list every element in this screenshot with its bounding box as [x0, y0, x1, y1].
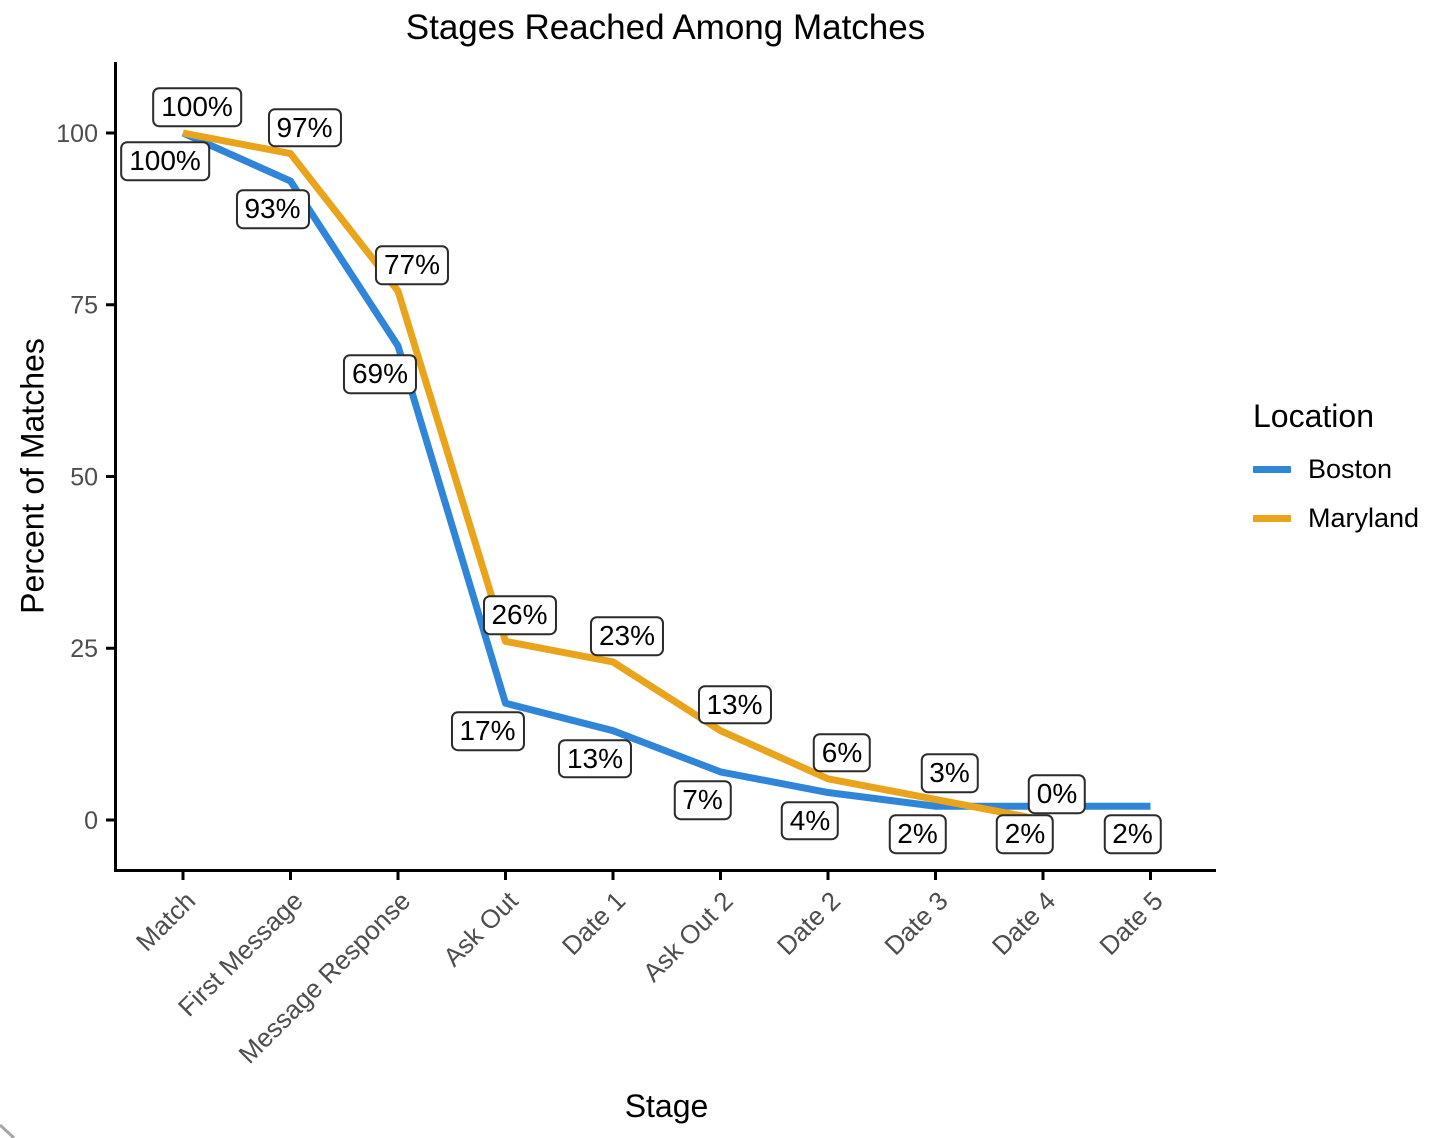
y-tick-label: 100 — [56, 120, 98, 148]
data-label-maryland-date-1: 23% — [589, 616, 665, 656]
data-label-boston-ask-out: 17% — [450, 711, 525, 751]
legend-swatch-maryland — [1253, 515, 1291, 522]
x-tick-label: Date 4 — [986, 886, 1061, 961]
legend-label-boston: Boston — [1308, 454, 1393, 484]
x-tick-label: Date 1 — [556, 886, 631, 961]
series-line-boston — [181, 129, 1151, 810]
x-tick-label: Ask Out — [437, 885, 524, 972]
data-label-boston-message-response: 69% — [342, 354, 418, 394]
x-tick-label: Date 2 — [771, 886, 846, 961]
data-label-maryland-ask-out: 26% — [482, 595, 557, 636]
y-tick-label: 0 — [84, 807, 98, 835]
legend: Location Boston Maryland — [1253, 398, 1419, 543]
y-tick-label: 75 — [70, 292, 98, 320]
x-tick-label: Match — [130, 886, 201, 957]
x-axis-title: Stage — [624, 1088, 709, 1124]
series-line-maryland — [182, 129, 1044, 824]
y-tick-label: 50 — [70, 463, 98, 491]
data-label-boston-match: 100% — [120, 141, 210, 181]
data-label-maryland-date-2: 6% — [812, 732, 872, 773]
data-label-boston-date-3: 2% — [888, 814, 947, 855]
chart-title: Stages Reached Among Matches — [405, 8, 926, 47]
y-tick-label: 25 — [70, 635, 98, 663]
data-label-boston-date-1: 13% — [557, 738, 633, 779]
y-axis-title: Percent of Matches — [14, 338, 51, 614]
data-label-maryland-first-message: 97% — [267, 107, 342, 148]
legend-title: Location — [1253, 398, 1374, 434]
data-label-boston-date-2: 4% — [780, 800, 840, 841]
data-label-maryland-date-4: 0% — [1027, 774, 1087, 814]
legend-label-maryland: Maryland — [1308, 503, 1420, 533]
legend-item-maryland: Maryland — [1253, 494, 1419, 543]
legend-item-boston: Boston — [1253, 445, 1419, 494]
x-tick-label: Date 3 — [878, 886, 953, 961]
corner-artifact — [0, 1123, 16, 1138]
data-label-boston-date-4: 2% — [995, 814, 1055, 855]
data-label-maryland-match: 100% — [152, 87, 242, 127]
legend-items: Boston Maryland — [1253, 445, 1419, 543]
legend-swatch-boston — [1253, 466, 1291, 473]
x-tick-label: Ask Out 2 — [637, 886, 739, 988]
x-tick-label: Date 5 — [1093, 886, 1168, 961]
data-label-boston-first-message: 93% — [235, 189, 310, 229]
data-label-boston-date-5: 2% — [1103, 814, 1162, 855]
data-label-maryland-date-3: 3% — [920, 753, 979, 794]
data-label-maryland-message-response: 77% — [374, 245, 450, 285]
data-label-boston-ask-out-2: 7% — [673, 780, 732, 820]
data-label-maryland-ask-out-2: 13% — [697, 684, 772, 725]
